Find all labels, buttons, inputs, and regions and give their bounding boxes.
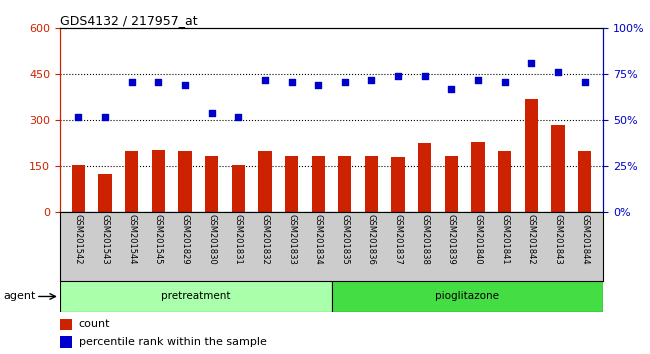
Text: pretreatment: pretreatment xyxy=(161,291,230,302)
Text: GSM201542: GSM201542 xyxy=(74,215,83,265)
Point xyxy=(473,77,483,83)
Bar xyxy=(60,319,72,330)
Text: percentile rank within the sample: percentile rank within the sample xyxy=(79,337,266,347)
Text: GSM201834: GSM201834 xyxy=(314,215,322,265)
Bar xyxy=(471,142,485,212)
Point xyxy=(207,110,217,116)
Point xyxy=(552,70,563,75)
Bar xyxy=(151,149,165,212)
Bar xyxy=(391,157,405,212)
Text: GSM201545: GSM201545 xyxy=(154,215,163,265)
Point xyxy=(73,114,84,120)
Text: GSM201829: GSM201829 xyxy=(181,215,190,265)
Point xyxy=(526,61,536,66)
Point xyxy=(446,86,456,92)
Bar xyxy=(285,156,298,212)
Bar xyxy=(231,165,245,212)
Text: GSM201833: GSM201833 xyxy=(287,215,296,266)
Point xyxy=(287,79,297,85)
Bar xyxy=(418,143,432,212)
Bar xyxy=(498,151,512,212)
Point xyxy=(579,79,590,85)
Text: GSM201830: GSM201830 xyxy=(207,215,216,265)
Bar xyxy=(578,151,592,212)
Point xyxy=(366,77,376,83)
Point xyxy=(100,114,110,120)
Bar xyxy=(258,151,272,212)
Bar xyxy=(332,281,603,312)
Bar xyxy=(60,336,72,348)
Text: GSM201543: GSM201543 xyxy=(101,215,110,265)
Bar xyxy=(125,151,138,212)
Text: GSM201844: GSM201844 xyxy=(580,215,589,265)
Text: GSM201836: GSM201836 xyxy=(367,215,376,266)
Bar xyxy=(525,99,538,212)
Point xyxy=(260,77,270,83)
Text: GSM201837: GSM201837 xyxy=(394,215,402,266)
Point xyxy=(419,73,430,79)
Bar xyxy=(98,174,112,212)
Text: GSM201544: GSM201544 xyxy=(127,215,136,265)
Text: GSM201839: GSM201839 xyxy=(447,215,456,265)
Point xyxy=(339,79,350,85)
Text: GSM201832: GSM201832 xyxy=(261,215,269,265)
Bar xyxy=(311,156,325,212)
Point xyxy=(180,82,190,88)
Bar xyxy=(338,156,352,212)
Bar xyxy=(365,156,378,212)
Text: GSM201840: GSM201840 xyxy=(473,215,482,265)
Bar xyxy=(178,151,192,212)
Text: GSM201835: GSM201835 xyxy=(341,215,349,265)
Text: pioglitazone: pioglitazone xyxy=(436,291,499,302)
Point xyxy=(313,82,324,88)
Text: GSM201831: GSM201831 xyxy=(234,215,242,265)
Bar xyxy=(205,156,218,212)
Text: GDS4132 / 217957_at: GDS4132 / 217957_at xyxy=(60,13,198,27)
Point xyxy=(499,79,510,85)
Point xyxy=(233,114,244,120)
Text: agent: agent xyxy=(3,291,36,302)
Bar xyxy=(551,125,565,212)
Bar xyxy=(72,165,85,212)
Text: GSM201842: GSM201842 xyxy=(526,215,536,265)
Text: GSM201841: GSM201841 xyxy=(500,215,509,265)
Text: GSM201838: GSM201838 xyxy=(421,215,429,266)
Point xyxy=(153,79,164,85)
Bar xyxy=(60,281,332,312)
Text: count: count xyxy=(79,319,110,329)
Text: GSM201843: GSM201843 xyxy=(553,215,562,265)
Point xyxy=(393,73,403,79)
Point xyxy=(127,79,137,85)
Bar xyxy=(445,156,458,212)
